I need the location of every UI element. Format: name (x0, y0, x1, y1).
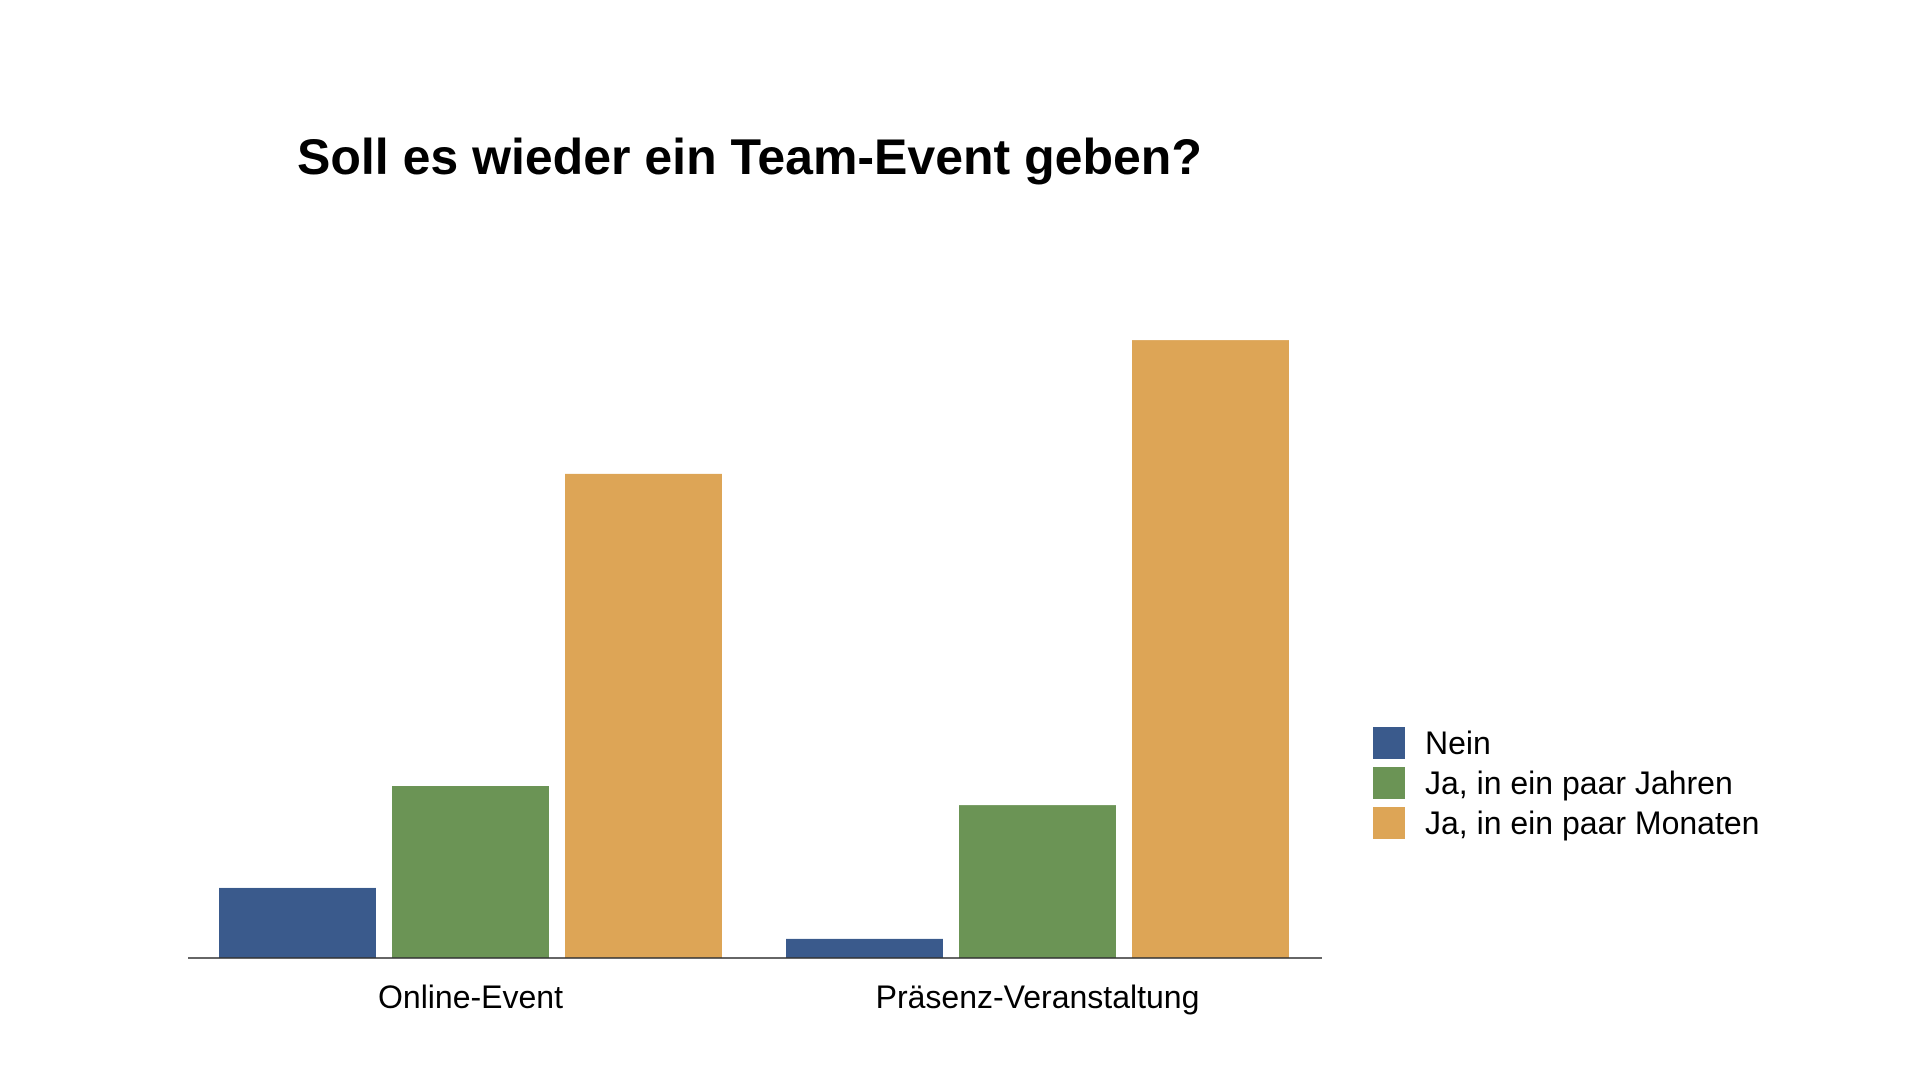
bar-0-0 (219, 887, 376, 958)
x-tick-label: Präsenz-Veranstaltung (876, 979, 1200, 1015)
bars-group (219, 340, 1289, 958)
bar-1-0 (786, 938, 943, 958)
x-tick-label: Online-Event (378, 979, 563, 1015)
legend-label: Nein (1425, 724, 1491, 761)
legend-item: Ja, in ein paar Jahren (1373, 763, 1759, 803)
bar-1-2 (1132, 340, 1289, 958)
legend-label: Ja, in ein paar Monaten (1425, 804, 1760, 841)
legend: Nein Ja, in ein paar Jahren Ja, in ein paa… (1373, 723, 1759, 843)
x-tick-labels: Online-Event Präsenz-Veranstaltung (378, 979, 1199, 1015)
bar-0-1 (392, 786, 549, 958)
bar-0-2 (565, 473, 722, 958)
bar-1-1 (959, 805, 1116, 958)
chart-title: Soll es wieder ein Team-Event geben? (297, 129, 1202, 185)
legend-item: Nein (1373, 723, 1759, 763)
legend-swatch (1373, 807, 1405, 839)
legend-swatch (1373, 727, 1405, 759)
legend-item: Ja, in ein paar Monaten (1373, 803, 1759, 843)
legend-swatch (1373, 767, 1405, 799)
legend-label: Ja, in ein paar Jahren (1425, 764, 1733, 801)
